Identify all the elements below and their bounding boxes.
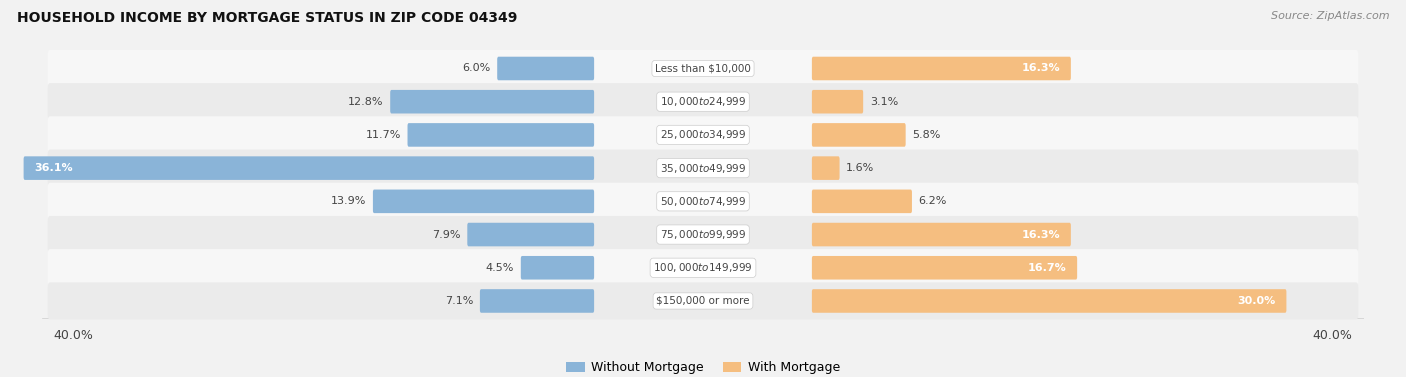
FancyBboxPatch shape — [48, 282, 1358, 320]
FancyBboxPatch shape — [811, 223, 1071, 246]
Text: 16.3%: 16.3% — [1022, 63, 1060, 74]
Text: $35,000 to $49,999: $35,000 to $49,999 — [659, 162, 747, 175]
FancyBboxPatch shape — [811, 190, 912, 213]
FancyBboxPatch shape — [48, 150, 1358, 187]
FancyBboxPatch shape — [391, 90, 595, 113]
Text: $25,000 to $34,999: $25,000 to $34,999 — [659, 129, 747, 141]
Text: 12.8%: 12.8% — [349, 97, 384, 107]
FancyBboxPatch shape — [48, 183, 1358, 220]
FancyBboxPatch shape — [811, 289, 1286, 313]
FancyBboxPatch shape — [373, 190, 595, 213]
FancyBboxPatch shape — [811, 90, 863, 113]
FancyBboxPatch shape — [408, 123, 595, 147]
Text: 4.5%: 4.5% — [486, 263, 515, 273]
FancyBboxPatch shape — [811, 123, 905, 147]
Text: HOUSEHOLD INCOME BY MORTGAGE STATUS IN ZIP CODE 04349: HOUSEHOLD INCOME BY MORTGAGE STATUS IN Z… — [17, 11, 517, 25]
FancyBboxPatch shape — [498, 57, 595, 80]
Text: 7.9%: 7.9% — [432, 230, 461, 239]
Text: 30.0%: 30.0% — [1237, 296, 1275, 306]
FancyBboxPatch shape — [479, 289, 595, 313]
Text: $100,000 to $149,999: $100,000 to $149,999 — [654, 261, 752, 274]
FancyBboxPatch shape — [48, 116, 1358, 153]
Text: 13.9%: 13.9% — [330, 196, 367, 206]
Text: 1.6%: 1.6% — [846, 163, 875, 173]
FancyBboxPatch shape — [24, 156, 595, 180]
Text: $50,000 to $74,999: $50,000 to $74,999 — [659, 195, 747, 208]
Legend: Without Mortgage, With Mortgage: Without Mortgage, With Mortgage — [561, 356, 845, 377]
Text: 16.3%: 16.3% — [1022, 230, 1060, 239]
FancyBboxPatch shape — [520, 256, 595, 280]
FancyBboxPatch shape — [811, 57, 1071, 80]
Text: 3.1%: 3.1% — [870, 97, 898, 107]
Text: $75,000 to $99,999: $75,000 to $99,999 — [659, 228, 747, 241]
Text: 16.7%: 16.7% — [1028, 263, 1066, 273]
Text: $150,000 or more: $150,000 or more — [657, 296, 749, 306]
FancyBboxPatch shape — [48, 216, 1358, 253]
Text: 7.1%: 7.1% — [444, 296, 474, 306]
FancyBboxPatch shape — [48, 50, 1358, 87]
Text: 6.0%: 6.0% — [463, 63, 491, 74]
Text: 6.2%: 6.2% — [918, 196, 946, 206]
Text: 11.7%: 11.7% — [366, 130, 401, 140]
FancyBboxPatch shape — [811, 156, 839, 180]
Text: Less than $10,000: Less than $10,000 — [655, 63, 751, 74]
FancyBboxPatch shape — [467, 223, 595, 246]
Text: 5.8%: 5.8% — [912, 130, 941, 140]
FancyBboxPatch shape — [48, 249, 1358, 287]
Text: 36.1%: 36.1% — [34, 163, 73, 173]
FancyBboxPatch shape — [48, 83, 1358, 120]
FancyBboxPatch shape — [811, 256, 1077, 280]
Text: $10,000 to $24,999: $10,000 to $24,999 — [659, 95, 747, 108]
Text: Source: ZipAtlas.com: Source: ZipAtlas.com — [1271, 11, 1389, 21]
